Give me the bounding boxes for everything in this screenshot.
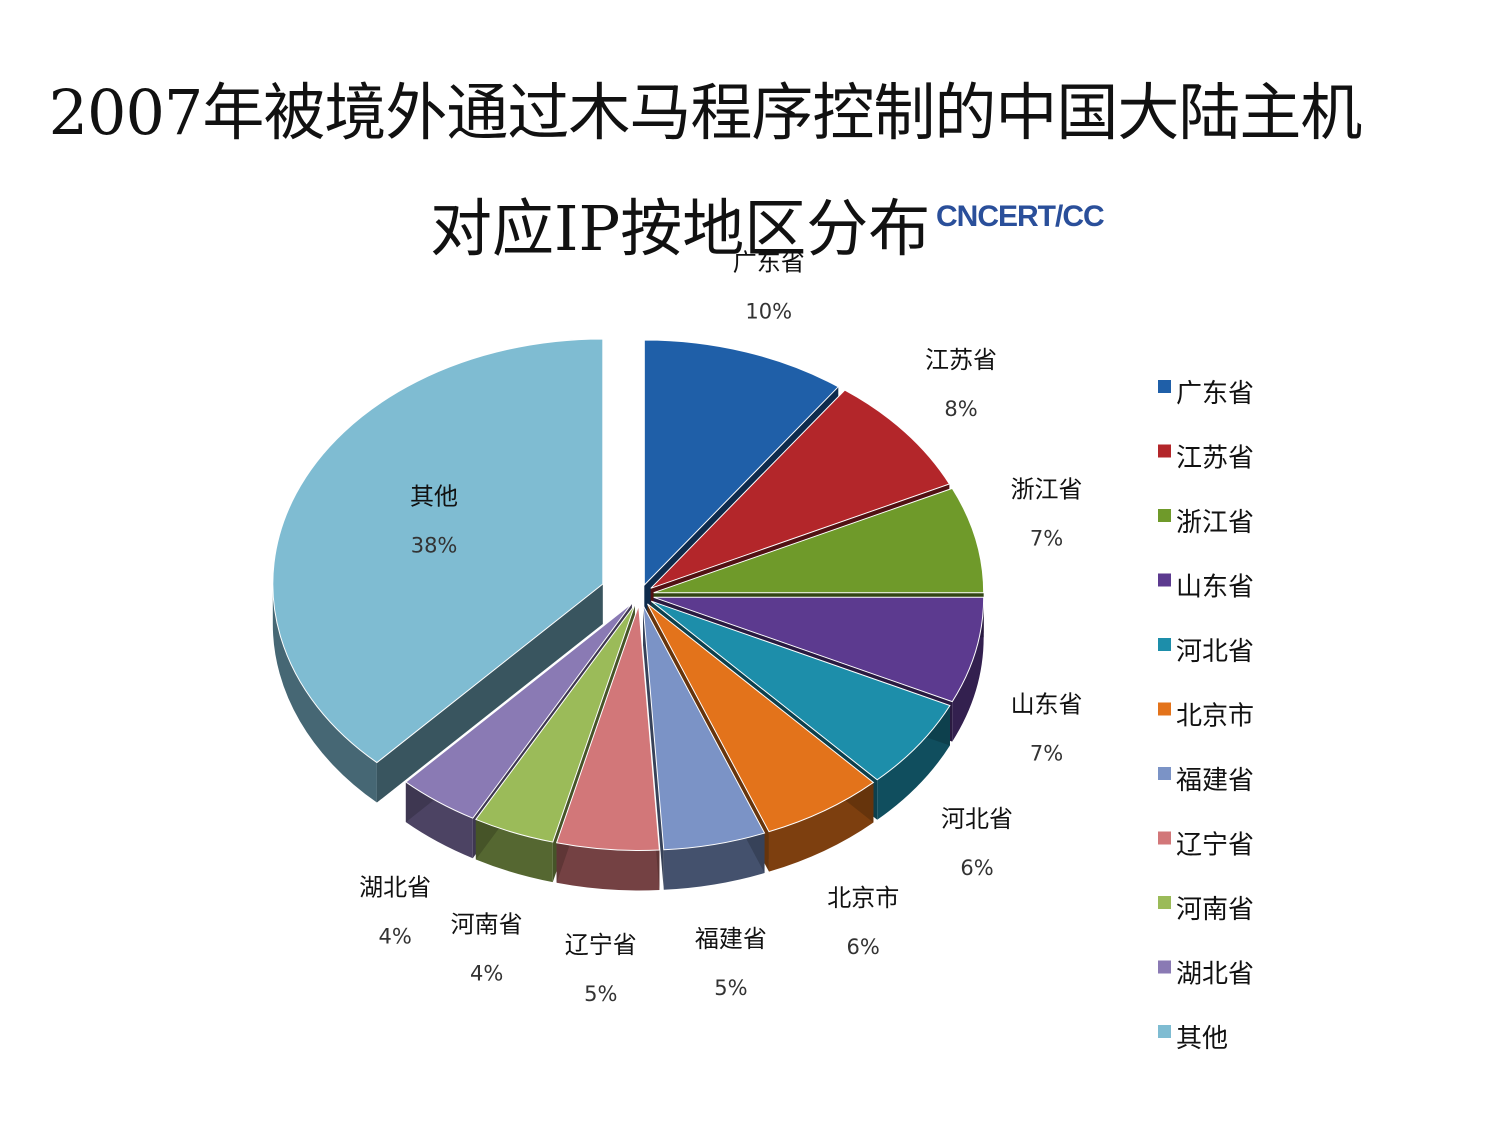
legend-swatch xyxy=(1158,444,1171,458)
legend-swatch xyxy=(1158,638,1171,651)
legend-item-label: 其他 xyxy=(1176,1024,1228,1054)
data-label-name: 广东省 xyxy=(733,249,805,277)
legend-swatch xyxy=(1158,960,1171,974)
data-label-value: 5% xyxy=(584,982,617,1006)
pie-slice-1 xyxy=(650,389,951,589)
legend-swatch xyxy=(1158,380,1171,393)
pie-slice-4 xyxy=(651,600,951,781)
data-label-value: 6% xyxy=(960,856,993,880)
data-label-name: 浙江省 xyxy=(1011,476,1083,504)
data-label-name: 江苏省 xyxy=(925,346,997,374)
data-label-name: 辽宁省 xyxy=(565,931,637,959)
data-label-name: 其他 xyxy=(410,482,458,510)
legend-item-label: 辽宁省 xyxy=(1176,831,1254,861)
pie-slice-7 xyxy=(555,605,660,851)
chart-title-line-2: 对应IP按地区分布 xyxy=(430,192,931,265)
data-label-value: 38% xyxy=(411,533,458,557)
pie-slice-edge-10-0 xyxy=(376,583,603,803)
legend-swatch xyxy=(1158,1025,1171,1038)
pie-slice-10 xyxy=(272,338,604,764)
legend-swatch xyxy=(1158,896,1171,909)
legend-swatch xyxy=(1158,509,1171,522)
pie-slice-9 xyxy=(405,603,633,819)
legend-item-label: 湖北省 xyxy=(1176,960,1254,990)
data-label-name: 福建省 xyxy=(695,925,767,953)
legend-item-label: 浙江省 xyxy=(1176,508,1254,538)
legend-item-label: 广东省 xyxy=(1176,379,1254,409)
pie-slice-8 xyxy=(475,604,636,843)
legend-item-label: 河北省 xyxy=(1176,637,1254,667)
data-label-value: 6% xyxy=(847,935,880,959)
chart-title-line-1: 2007年被境外通过木马程序控制的中国大陆主机 xyxy=(48,76,1363,149)
pie-slice-side-3 xyxy=(952,597,984,742)
legend-item-label: 江苏省 xyxy=(1176,444,1254,474)
data-label-value: 7% xyxy=(1030,741,1063,765)
legend-swatch xyxy=(1158,573,1171,587)
pie-slice-0 xyxy=(643,339,840,587)
data-label-name: 湖北省 xyxy=(359,873,431,901)
pie-slice-side-10 xyxy=(272,583,377,803)
data-label-name: 河南省 xyxy=(451,911,523,939)
pie-slice-side-6 xyxy=(663,833,765,890)
cncert-logo-icon: CNCERT/CC xyxy=(936,200,1105,233)
data-label-value: 4% xyxy=(378,924,411,948)
legend-swatch xyxy=(1158,831,1171,845)
pie-slice-3 xyxy=(653,596,985,703)
data-label-name: 北京市 xyxy=(827,884,899,912)
pie-slices xyxy=(272,338,985,891)
pie-slice-side-5 xyxy=(768,782,874,872)
pie-slice-edge-6-1 xyxy=(643,605,664,890)
data-label-value: 4% xyxy=(470,962,503,986)
legend-swatch xyxy=(1158,767,1171,780)
legend-item-label: 山东省 xyxy=(1176,573,1254,603)
legend-item-label: 福建省 xyxy=(1176,766,1254,796)
legend-swatch xyxy=(1158,702,1171,716)
data-labels: 广东省 10% 江苏省 8% 浙江省 7% 山东省 7% 河北省 6% 北京市 6% 福建省 5% 辽宁省 5… xyxy=(359,249,1082,1006)
data-label-name: 河北省 xyxy=(941,805,1013,833)
legend-item-label: 河南省 xyxy=(1176,895,1254,925)
pie-slice-side-7 xyxy=(556,842,660,891)
data-label-value: 8% xyxy=(944,397,977,421)
data-label-value: 10% xyxy=(745,300,792,324)
pie-slice-side-8 xyxy=(475,819,553,883)
data-label-value: 5% xyxy=(714,976,747,1000)
legend-item-label: 北京市 xyxy=(1176,702,1254,732)
data-label-name: 山东省 xyxy=(1011,690,1083,718)
data-label-value: 7% xyxy=(1030,527,1063,551)
pie-slice-6 xyxy=(642,605,766,851)
pie-slice-5 xyxy=(647,603,875,833)
pie-slice-2 xyxy=(653,487,985,594)
